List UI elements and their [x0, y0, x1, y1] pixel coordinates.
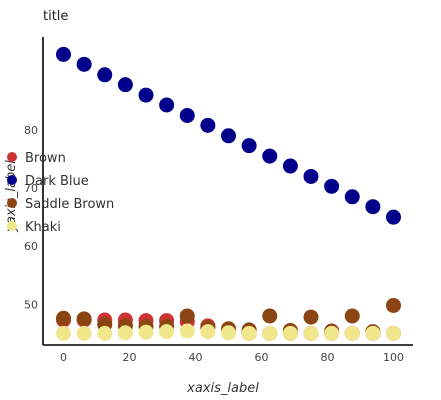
- legend-label-dark-blue: Dark Blue: [25, 174, 89, 189]
- legend-label-saddle-brown: Saddle Brown: [25, 197, 114, 212]
- point-saddle-brown: [56, 310, 71, 326]
- point-dark-blue: [138, 87, 154, 103]
- point-saddle-brown: [179, 308, 195, 324]
- legend-marker-saddle-brown: [7, 198, 17, 208]
- point-dark-blue: [76, 56, 92, 72]
- point-khaki: [221, 325, 236, 341]
- point-dark-blue: [344, 189, 360, 205]
- point-khaki: [344, 325, 360, 341]
- point-dark-blue: [303, 168, 319, 184]
- x-tick-label: 40: [189, 351, 203, 364]
- point-saddle-brown: [303, 309, 319, 325]
- legend-label-khaki: Khaki: [25, 220, 61, 235]
- point-dark-blue: [365, 199, 381, 215]
- y-tick-label: 70: [24, 182, 38, 195]
- legend-marker-dark-blue: [7, 175, 17, 185]
- point-dark-blue: [324, 178, 340, 194]
- point-dark-blue: [97, 67, 113, 83]
- legend-item-brown: Brown: [7, 151, 66, 166]
- legend-label-brown: Brown: [25, 151, 66, 166]
- chart-title: title: [43, 9, 68, 24]
- point-dark-blue: [200, 117, 216, 133]
- point-khaki: [303, 325, 319, 341]
- point-khaki: [76, 325, 92, 341]
- x-tick-label: 100: [383, 351, 404, 364]
- point-saddle-brown: [262, 308, 278, 324]
- point-khaki: [386, 325, 401, 341]
- point-saddle-brown: [386, 297, 401, 313]
- x-axis-label: xaxis_label: [186, 381, 259, 396]
- point-khaki: [56, 325, 71, 341]
- point-khaki: [324, 325, 340, 341]
- point-khaki: [200, 324, 216, 340]
- data-points: [56, 46, 401, 341]
- point-dark-blue: [56, 46, 71, 62]
- point-dark-blue: [241, 138, 257, 154]
- legend-item-dark-blue: Dark Blue: [7, 174, 89, 189]
- x-tick-label: 0: [60, 351, 67, 364]
- x-tick-label: 60: [255, 351, 269, 364]
- point-saddle-brown: [76, 311, 92, 327]
- point-khaki: [179, 323, 195, 339]
- y-tick-label: 80: [24, 124, 38, 137]
- point-dark-blue: [221, 128, 236, 144]
- point-khaki: [241, 325, 257, 341]
- point-dark-blue: [179, 107, 195, 123]
- x-tick-label: 80: [321, 351, 335, 364]
- legend-marker-brown: [7, 152, 17, 162]
- point-khaki: [159, 324, 175, 340]
- point-khaki: [138, 324, 154, 340]
- point-khaki: [365, 325, 381, 341]
- point-dark-blue: [282, 158, 298, 174]
- point-dark-blue: [159, 97, 175, 113]
- y-tick-label: 60: [24, 240, 38, 253]
- legend-item-khaki: Khaki: [7, 220, 61, 235]
- legend-marker-khaki: [7, 221, 17, 231]
- point-khaki: [97, 325, 113, 341]
- point-dark-blue: [262, 148, 278, 164]
- legend-item-saddle-brown: Saddle Brown: [7, 197, 114, 212]
- legend: Brown Dark Blue Saddle Brown Khaki: [7, 151, 114, 235]
- point-khaki: [282, 325, 298, 341]
- y-tick-label: 50: [24, 298, 38, 311]
- point-khaki: [262, 325, 278, 341]
- x-tick-label: 20: [123, 351, 137, 364]
- point-dark-blue: [386, 209, 401, 225]
- point-saddle-brown: [344, 308, 360, 324]
- point-dark-blue: [117, 77, 133, 93]
- point-khaki: [117, 325, 133, 341]
- tick-labels: 0 20 40 60 80 100 50 60 70 80: [24, 124, 404, 364]
